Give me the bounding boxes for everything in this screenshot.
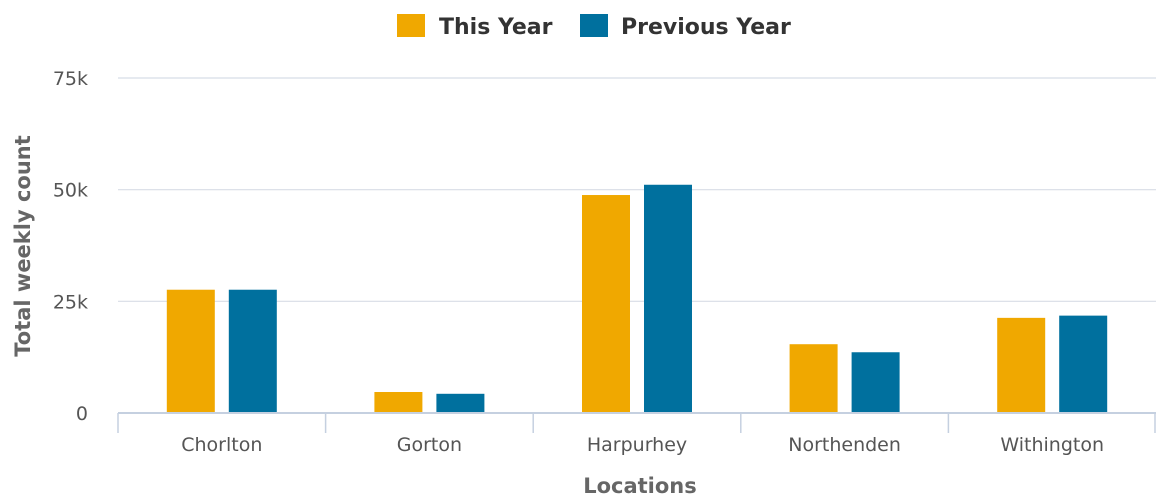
gridlines [118, 77, 1156, 302]
y-tick-label: 50k [53, 180, 88, 202]
bar-harpurhey-previous-year[interactable] [644, 184, 692, 413]
x-tick-label-gorton: Gorton [397, 434, 462, 456]
y-axis-title: Total weekly count [11, 135, 35, 357]
y-tick-label: 0 [76, 403, 88, 425]
legend-item-this-year[interactable]: This Year [397, 14, 553, 40]
bar-gorton-previous-year[interactable] [436, 393, 485, 413]
x-tick-label-chorlton: Chorlton [181, 434, 262, 456]
x-tick-label-harpurhey: Harpurhey [587, 434, 687, 456]
x-axis: Chorlton Gorton Harpurhey Northenden Withing… [117, 412, 1156, 456]
legend-label-this-year: This Year [439, 15, 553, 40]
legend: This Year Previous Year [397, 14, 791, 40]
y-tick-label: 75k [53, 68, 88, 90]
bar-chorlton-previous-year[interactable] [228, 289, 277, 413]
x-axis-title: Locations [583, 474, 697, 497]
bar-northenden-this-year[interactable] [789, 344, 838, 413]
bars [166, 184, 1108, 413]
bar-harpurhey-this-year[interactable] [582, 195, 630, 413]
bar-chorlton-this-year[interactable] [166, 289, 215, 413]
bar-northenden-previous-year[interactable] [851, 352, 900, 413]
bar-gorton-this-year[interactable] [374, 392, 423, 413]
bar-withington-this-year[interactable] [997, 317, 1046, 413]
legend-swatch-this-year [397, 14, 425, 37]
x-tick-label-northenden: Northenden [788, 434, 901, 456]
y-axis-ticks: 0 25k 50k 75k [53, 68, 88, 425]
bar-withington-previous-year[interactable] [1059, 315, 1108, 413]
legend-swatch-previous-year [580, 14, 608, 37]
y-tick-label: 25k [53, 291, 88, 313]
legend-item-previous-year[interactable]: Previous Year [580, 14, 791, 40]
x-tick-label-withington: Withington [1000, 434, 1104, 456]
legend-label-previous-year: Previous Year [621, 15, 791, 40]
